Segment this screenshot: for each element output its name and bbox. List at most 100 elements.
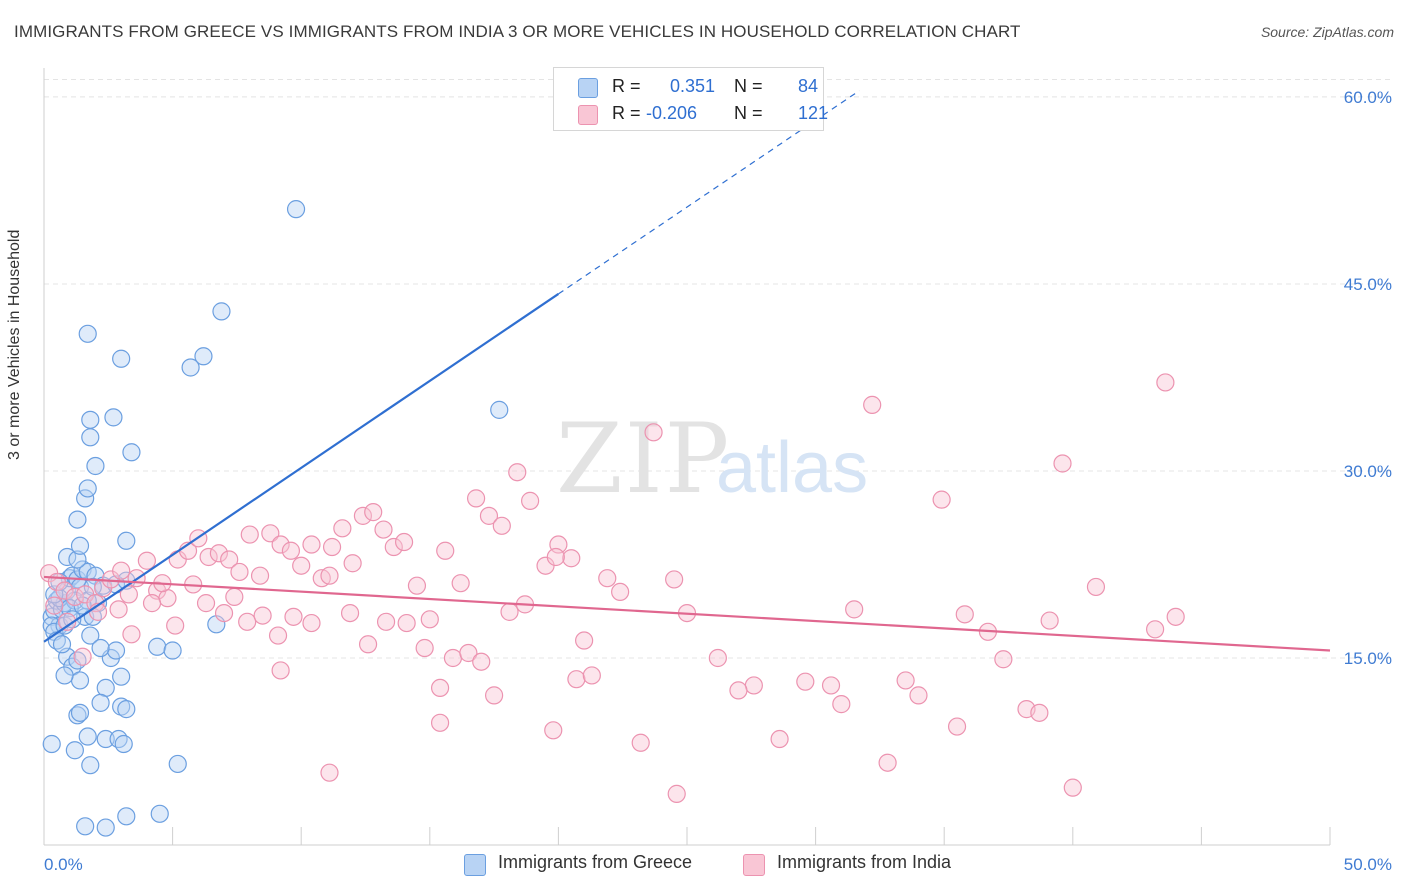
y-tick-label: 15.0%	[1344, 649, 1392, 668]
data-point	[292, 556, 311, 575]
trend-line-greece	[43, 293, 560, 643]
data-point	[253, 606, 272, 625]
data-point	[117, 700, 136, 719]
data-point	[181, 358, 200, 377]
data-point	[374, 520, 393, 539]
bottom-legend-swatch-greece	[464, 854, 486, 876]
data-point	[1040, 611, 1059, 630]
legend-n-label: N =	[734, 103, 763, 123]
data-point	[91, 693, 110, 712]
data-point	[284, 607, 303, 626]
data-point	[52, 635, 72, 654]
x-tick-label-max: 50.0%	[1344, 855, 1392, 874]
data-point	[479, 506, 499, 525]
y-tick-label: 45.0%	[1344, 275, 1392, 294]
data-point	[443, 648, 463, 668]
data-point	[472, 652, 491, 671]
data-point	[166, 616, 185, 635]
watermark-atlas: atlas	[716, 428, 868, 508]
data-point	[148, 637, 167, 656]
data-point	[230, 562, 249, 582]
data-point	[70, 671, 90, 690]
data-point	[112, 561, 131, 580]
data-point	[485, 686, 504, 705]
data-point	[397, 613, 416, 633]
data-point	[598, 569, 617, 588]
data-point	[96, 818, 115, 837]
data-point	[376, 612, 396, 631]
data-point	[302, 535, 321, 554]
data-point	[353, 506, 373, 525]
data-point	[1030, 703, 1049, 722]
data-point	[114, 734, 133, 754]
data-point	[845, 600, 864, 619]
bottom-legend-label-greece: Immigrants from Greece	[498, 852, 693, 872]
data-point	[567, 670, 586, 689]
data-point	[744, 676, 763, 695]
data-point	[821, 676, 841, 695]
data-point	[65, 741, 84, 760]
data-point	[137, 551, 156, 570]
data-point	[163, 641, 182, 660]
data-point	[665, 570, 684, 589]
data-point	[320, 763, 339, 782]
data-point	[209, 544, 228, 563]
x-tick-label-min: 0.0%	[44, 855, 83, 874]
legend-r-value: -0.206	[646, 103, 698, 123]
data-point	[81, 626, 100, 645]
data-point	[122, 625, 141, 644]
data-point	[238, 612, 257, 631]
watermark-zip: ZIP	[556, 403, 731, 515]
legend-swatch-greece	[578, 78, 598, 98]
data-point	[73, 647, 92, 666]
data-point	[58, 612, 77, 631]
data-point	[1156, 373, 1175, 392]
data-point	[667, 784, 686, 803]
data-point	[68, 706, 87, 725]
data-point	[78, 324, 97, 343]
data-point	[611, 582, 630, 602]
legend-n-label: N =	[734, 76, 763, 96]
data-point	[271, 661, 290, 680]
data-point	[994, 650, 1013, 669]
data-point	[562, 549, 581, 568]
data-point	[1063, 778, 1082, 797]
y-axis-label: 3 or more Vehicles in Household	[6, 229, 23, 460]
data-point	[394, 532, 414, 552]
data-point	[55, 581, 74, 600]
data-point	[909, 686, 928, 705]
data-point	[932, 490, 951, 509]
data-point	[1146, 620, 1165, 639]
data-point	[544, 721, 563, 740]
data-point	[70, 703, 90, 722]
data-point	[106, 641, 126, 660]
data-point	[112, 667, 131, 686]
data-point	[1166, 607, 1185, 626]
data-point	[631, 733, 650, 752]
data-point	[832, 695, 851, 714]
data-point	[796, 672, 815, 691]
data-point	[212, 302, 231, 321]
axes	[43, 68, 1331, 846]
data-point	[546, 547, 565, 567]
data-point	[770, 729, 789, 749]
bottom-legend-label-india: Immigrants from India	[777, 852, 952, 872]
data-point	[268, 626, 288, 645]
data-point	[112, 349, 131, 368]
data-point	[142, 594, 162, 613]
data-point	[521, 491, 540, 510]
trend-line-india	[43, 575, 1331, 652]
data-point	[436, 541, 455, 560]
data-point	[81, 428, 100, 447]
legend-n-value: 84	[798, 76, 819, 96]
data-point	[333, 519, 352, 538]
data-point	[117, 807, 136, 826]
y-tick-label: 30.0%	[1344, 462, 1392, 481]
data-point	[358, 635, 378, 654]
data-point	[575, 631, 594, 650]
data-point	[199, 547, 218, 567]
data-point	[420, 610, 439, 629]
y-tick-label: 60.0%	[1344, 88, 1392, 107]
data-point	[261, 524, 280, 543]
